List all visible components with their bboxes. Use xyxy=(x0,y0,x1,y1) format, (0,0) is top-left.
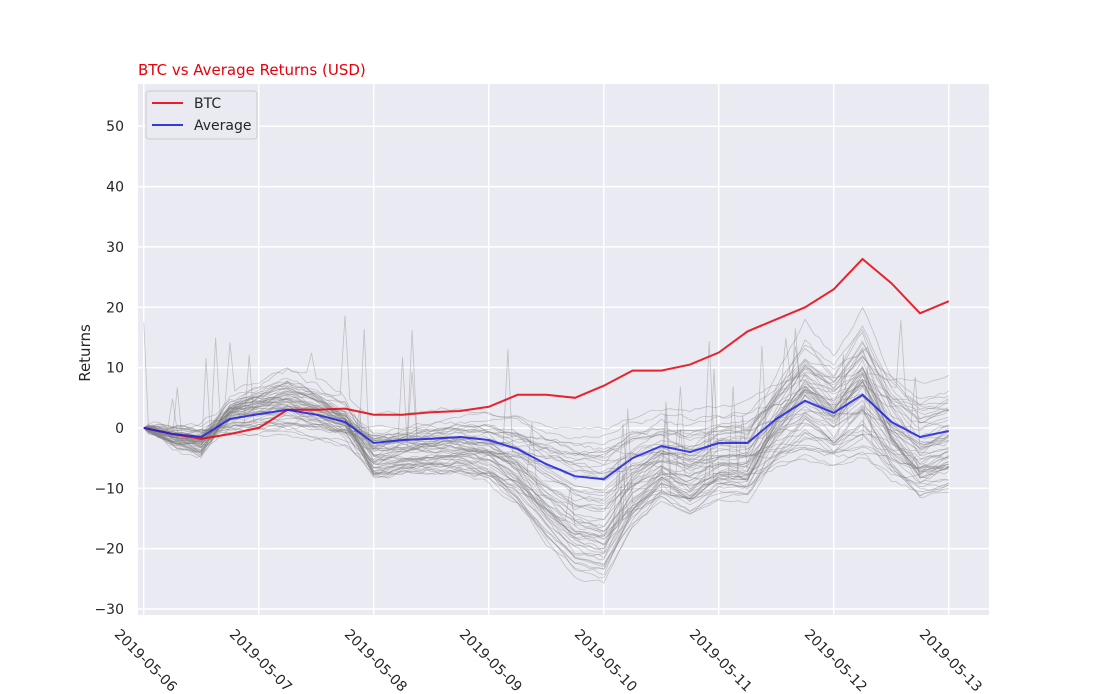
background-series-line xyxy=(143,306,949,549)
series-line-btc xyxy=(143,257,950,440)
background-series-line xyxy=(143,338,949,490)
background-series-line xyxy=(143,341,950,474)
legend-label-average: Average xyxy=(194,118,252,134)
background-series-line xyxy=(143,328,949,561)
background-series-line xyxy=(143,384,949,459)
background-series-line xyxy=(143,398,949,554)
y-tick-label: 50 xyxy=(106,119,124,135)
background-series-line xyxy=(143,401,949,540)
main-series xyxy=(143,257,950,481)
legend-label-btc: BTC xyxy=(194,96,221,112)
background-series-line xyxy=(143,423,950,482)
background-series-line xyxy=(143,322,950,511)
background-series-line xyxy=(143,345,949,502)
background-series-line xyxy=(143,378,950,546)
background-series-line xyxy=(143,325,950,529)
background-series-line xyxy=(143,367,949,480)
background-series-line xyxy=(143,349,950,576)
x-tick-label: 2019-05-10 xyxy=(571,627,640,694)
background-series-line xyxy=(143,354,949,512)
background-series-line xyxy=(143,373,950,579)
background-series-line xyxy=(143,427,949,470)
background-series-line xyxy=(143,315,950,458)
x-tick-label: 2019-05-08 xyxy=(341,627,410,694)
y-axis-label: Returns xyxy=(76,324,94,382)
background-series-line xyxy=(143,372,949,532)
background-series-line xyxy=(143,354,950,511)
background-series-line xyxy=(143,359,949,566)
x-tick-label: 2019-05-13 xyxy=(916,627,985,694)
background-series-line xyxy=(143,369,949,435)
chart-title: BTC vs Average Returns (USD) xyxy=(138,61,366,79)
y-tick-label: −10 xyxy=(94,481,124,497)
background-series-line xyxy=(143,378,949,550)
background-series-line xyxy=(143,398,950,539)
background-series-line xyxy=(143,373,950,528)
y-tick-label: −30 xyxy=(94,602,124,618)
background-series-line xyxy=(143,427,949,475)
background-series-line xyxy=(143,422,949,469)
grid-lines xyxy=(138,84,989,615)
y-tick-label: −20 xyxy=(94,542,124,558)
background-series-line xyxy=(143,342,949,522)
plot-background xyxy=(138,84,989,615)
x-tick-label: 2019-05-06 xyxy=(111,627,180,694)
background-series-line xyxy=(143,357,949,584)
background-series-line xyxy=(143,320,949,475)
background-series-line xyxy=(143,409,949,454)
background-series-line xyxy=(143,385,949,532)
x-tick-label: 2019-05-12 xyxy=(801,627,870,694)
background-series-line xyxy=(143,365,949,571)
y-tick-labels: −30 −20 −10 0 10 20 30 40 50 xyxy=(94,119,124,618)
background-series-line xyxy=(143,368,949,546)
background-series-line xyxy=(143,408,949,536)
y-tick-label: 10 xyxy=(106,361,124,377)
background-series-line xyxy=(143,371,950,533)
series-line-average xyxy=(143,393,950,481)
background-series-line xyxy=(143,337,949,569)
x-tick-labels: 2019-05-06 2019-05-07 2019-05-08 2019-05-09… xyxy=(111,627,985,694)
x-tick-label: 2019-05-07 xyxy=(226,627,295,694)
background-series-line xyxy=(143,348,949,538)
background-series-line xyxy=(143,331,950,553)
background-series-line xyxy=(143,410,949,446)
background-series-line xyxy=(143,328,949,502)
background-series-line xyxy=(143,400,949,565)
background-series-line xyxy=(143,381,950,557)
y-tick-label: 40 xyxy=(106,180,124,196)
background-series-line xyxy=(143,366,949,470)
background-series-line xyxy=(143,328,950,442)
background-series-line xyxy=(143,381,949,545)
background-series-line xyxy=(143,407,949,494)
legend: BTC Average xyxy=(145,90,258,140)
x-tick-label: 2019-05-09 xyxy=(456,627,525,694)
background-series-line xyxy=(143,367,950,559)
background-series-line xyxy=(143,395,949,508)
y-tick-label: 0 xyxy=(115,421,124,437)
x-tick-label: 2019-05-11 xyxy=(686,627,755,694)
background-series-line xyxy=(143,379,949,459)
background-series-line xyxy=(143,340,949,567)
y-tick-label: 20 xyxy=(106,300,124,316)
y-tick-label: 30 xyxy=(106,240,124,256)
background-series-line xyxy=(143,422,949,504)
background-series-line xyxy=(143,371,950,466)
background-series-line xyxy=(143,399,950,521)
